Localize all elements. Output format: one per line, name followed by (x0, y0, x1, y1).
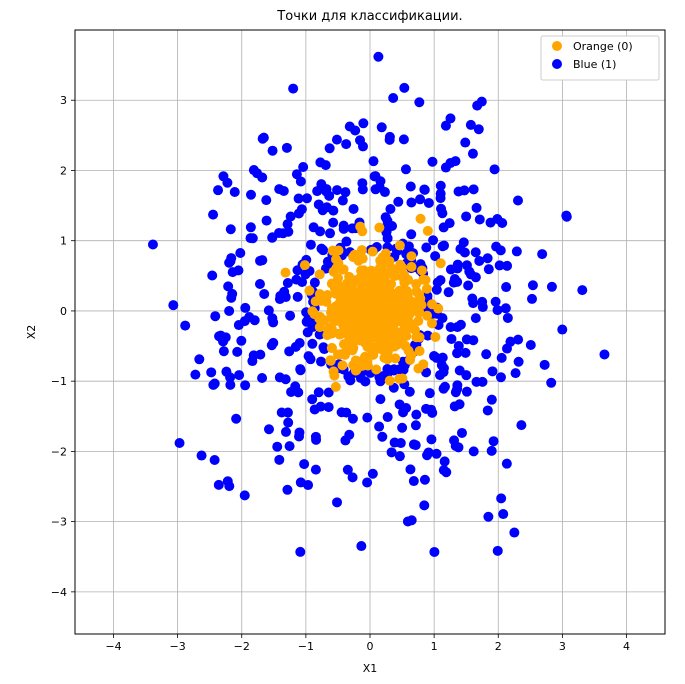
x-tick-label: 3 (559, 640, 566, 653)
y-tick-label: 0 (60, 305, 67, 318)
y-tick-label: 1 (60, 235, 67, 248)
x-tick-label: −3 (169, 640, 185, 653)
x-tick-label: −1 (298, 640, 314, 653)
chart-title: Точки для классификации. (276, 9, 462, 24)
legend-label-blue: Blue (1) (573, 58, 616, 71)
x-tick-label: 1 (431, 640, 438, 653)
legend-marker-orange (552, 41, 562, 51)
y-tick-label: −1 (51, 375, 67, 388)
legend-marker-blue (552, 59, 562, 69)
legend: Orange (0) Blue (1) (541, 36, 659, 80)
x-tick-label: −4 (105, 640, 121, 653)
y-axis-label: X2 (25, 325, 38, 340)
scatter-chart: −4 −3 −2 −1 0 1 2 3 4 −4 −3 −2 −1 0 1 2 3 X1 X2 Точки для к… (0, 0, 685, 684)
y-tick-label: 3 (60, 94, 67, 107)
x-tick-label: 2 (495, 640, 502, 653)
legend-label-orange: Orange (0) (573, 40, 633, 53)
y-tick-label: −2 (51, 445, 67, 458)
y-tick-label: −4 (51, 586, 67, 599)
x-tick-label: −2 (234, 640, 250, 653)
x-tick-label: 4 (623, 640, 630, 653)
x-tick-label: 0 (367, 640, 374, 653)
chart-container: −4 −3 −2 −1 0 1 2 3 4 −4 −3 −2 −1 0 1 2 3 X1 X2 Точки для к… (0, 0, 685, 684)
y-tick-label: −3 (51, 516, 67, 529)
y-tick-label: 2 (60, 164, 67, 177)
x-axis-label: X1 (363, 662, 378, 675)
